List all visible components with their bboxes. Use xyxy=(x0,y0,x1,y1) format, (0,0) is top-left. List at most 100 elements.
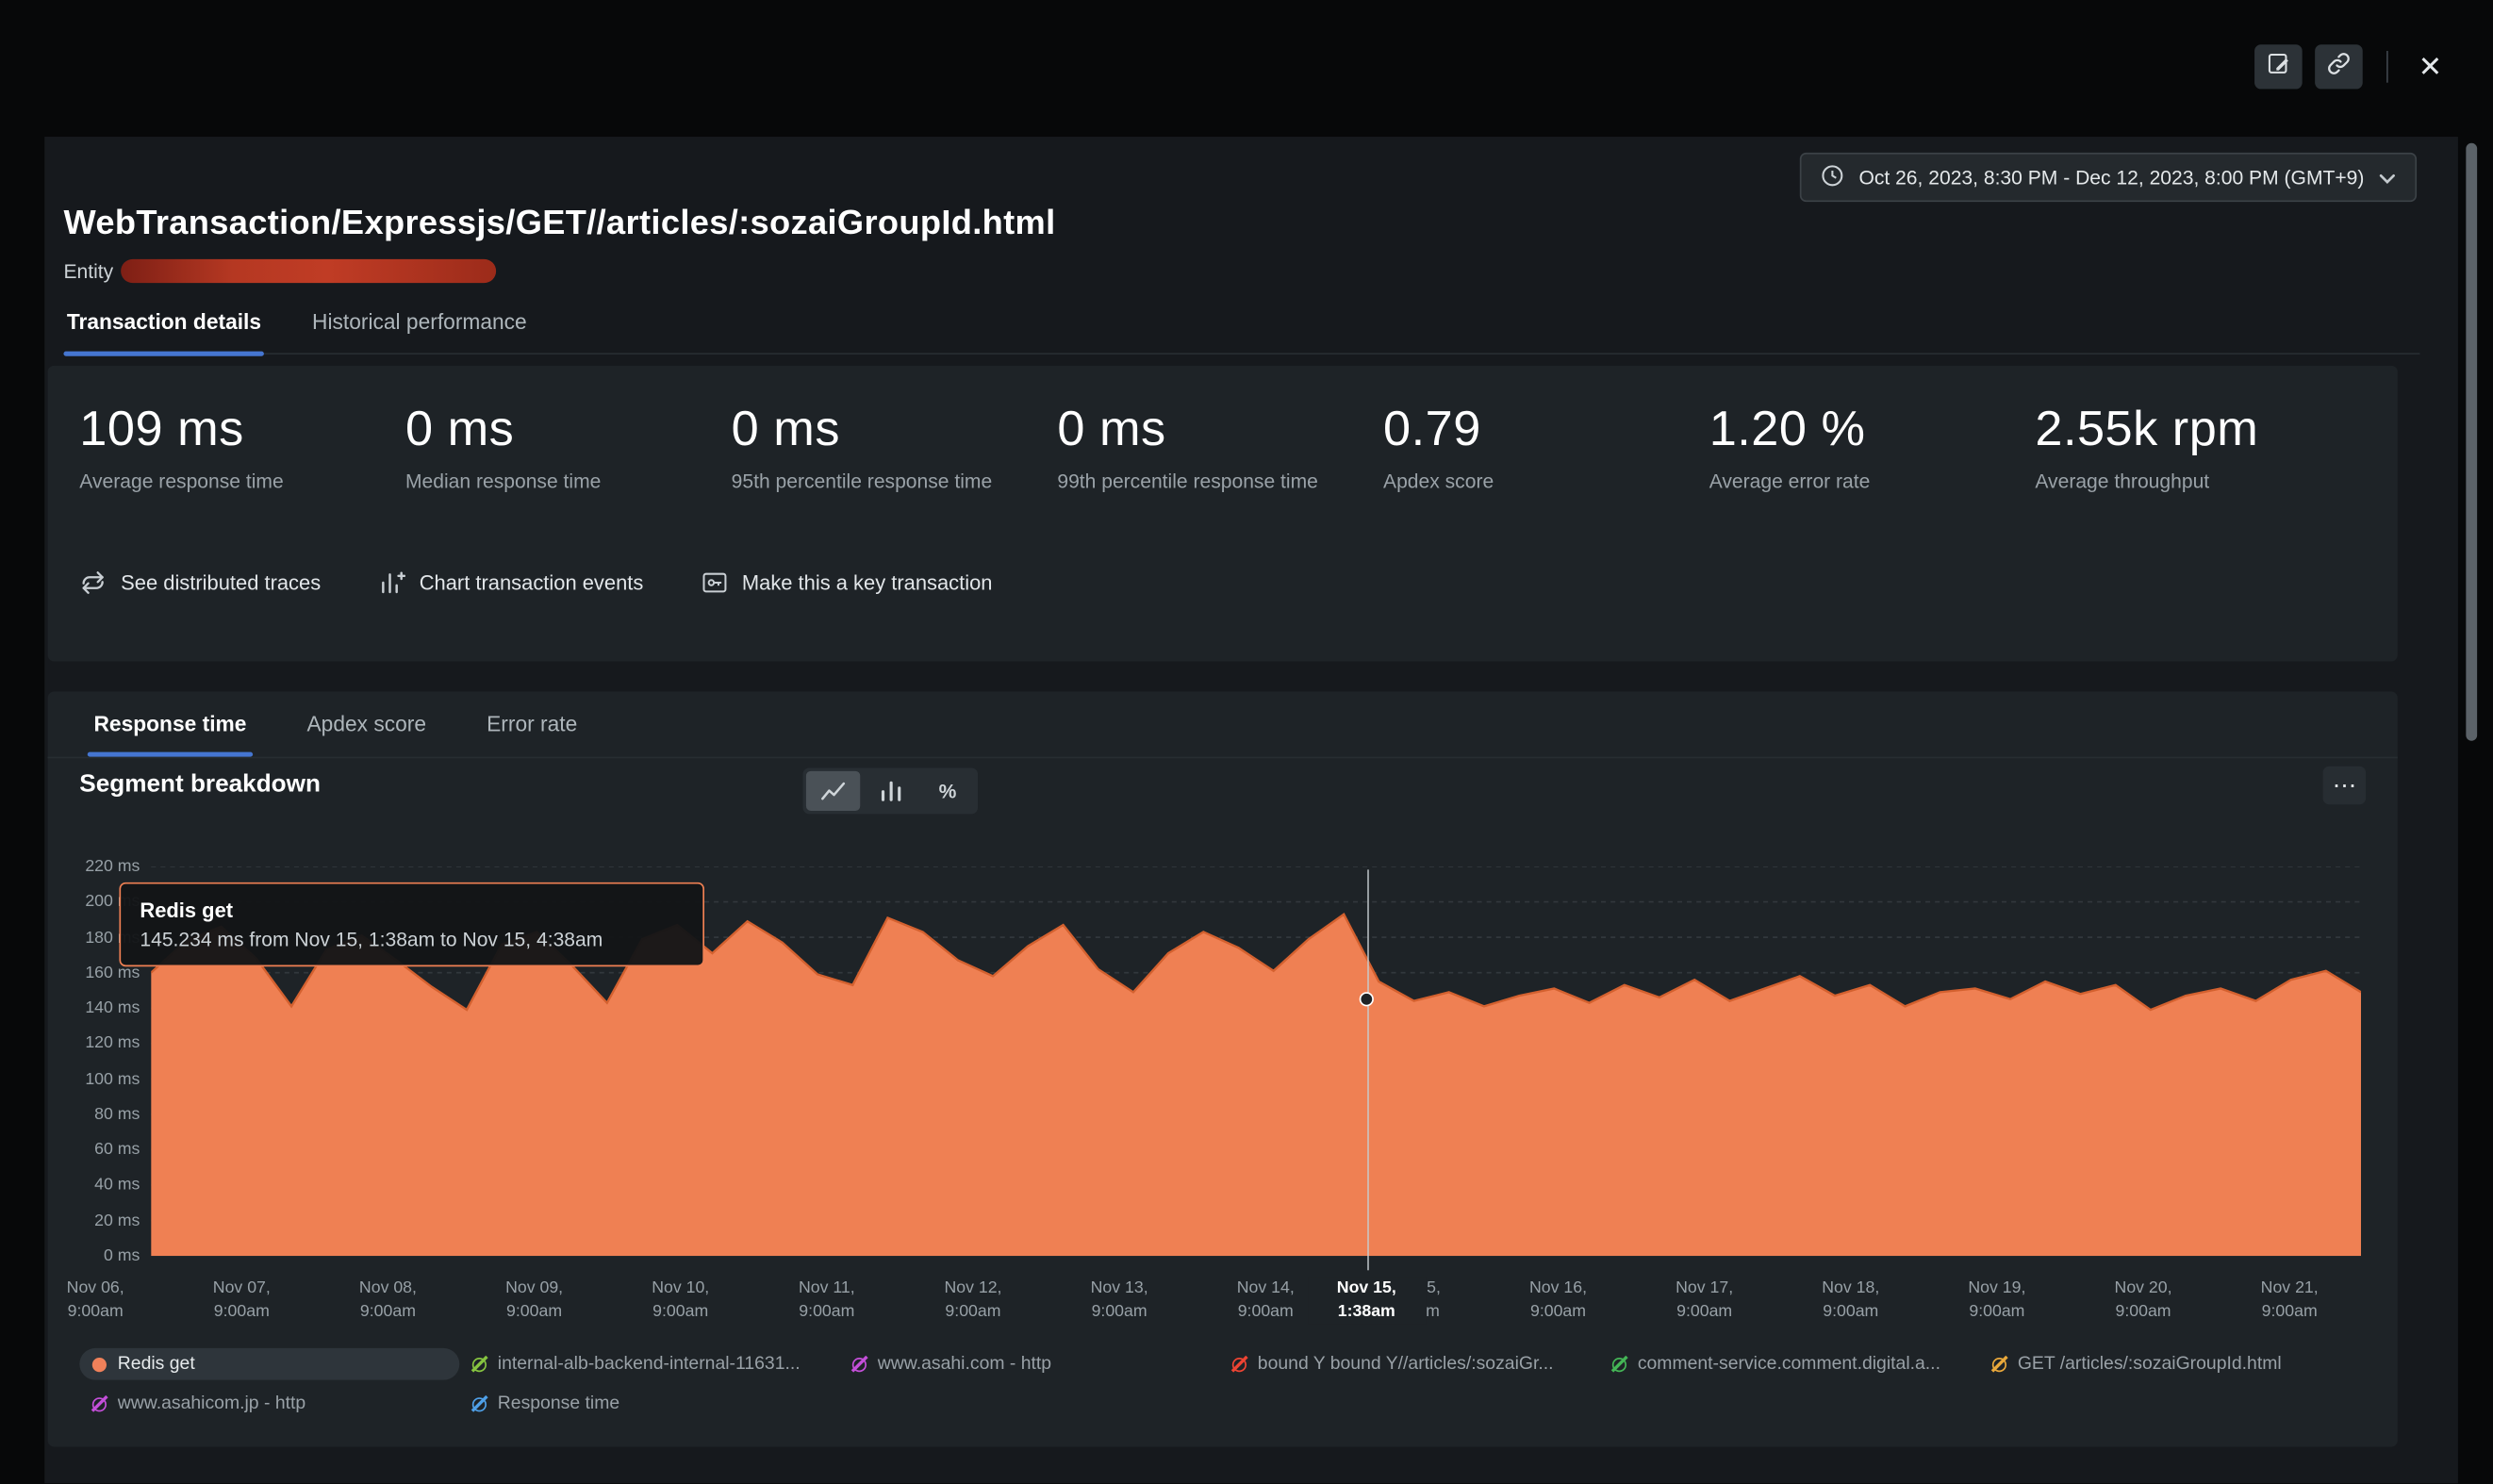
legend-label: internal-alb-backend-internal-11631... xyxy=(497,1354,801,1374)
chart-legend: Redis get internal-alb-backend-internal-1… xyxy=(79,1347,2366,1420)
metric-average-error-rate: 1.20 % Average error rate xyxy=(1709,401,2036,494)
x-axis-label: Nov 07, 9:00am xyxy=(212,1278,271,1322)
chart-tab-apdex-score[interactable]: Apdex score xyxy=(306,692,426,757)
annotate-button[interactable] xyxy=(2254,44,2303,90)
legend-item-internal-alb-backend-internal-11631[interactable]: internal-alb-backend-internal-11631... xyxy=(459,1348,839,1380)
metric-value: 0 ms xyxy=(1057,400,1166,456)
chart-events-icon xyxy=(378,569,405,597)
y-axis-label: 40 ms xyxy=(94,1175,140,1195)
action-chart-transaction-events[interactable]: Chart transaction events xyxy=(378,569,643,597)
action-label: Chart transaction events xyxy=(419,570,644,595)
metric-value: 0 ms xyxy=(731,400,840,456)
line-chart-toggle[interactable] xyxy=(805,770,861,811)
crosshair-label: Nov 15, 1:38am xyxy=(1307,1277,1426,1326)
metric-label: Apdex score xyxy=(1383,470,1494,493)
legend-item-bound-y-bound-y-articles-sozaigr[interactable]: bound Y bound Y//articles/:sozaiGr... xyxy=(1219,1348,1599,1380)
x-axis-label: Nov 08, 9:00am xyxy=(358,1278,417,1322)
x-axis-label: Nov 17, 9:00am xyxy=(1676,1278,1734,1322)
section-title: Segment breakdown xyxy=(79,770,321,799)
tab-historical-performance[interactable]: Historical performance xyxy=(309,305,530,354)
quick-actions: See distributed traces Chart transaction … xyxy=(79,569,992,597)
distributed-traces-icon xyxy=(79,569,107,597)
legend-item-www-asahicom-jp-http[interactable]: www.asahicom.jp - http xyxy=(79,1388,459,1420)
x-axis-label: Nov 12, 9:00am xyxy=(944,1278,1002,1322)
metric-label: 99th percentile response time xyxy=(1057,470,1318,493)
chart-type-toggle: % xyxy=(802,767,979,815)
series-disabled-icon xyxy=(1611,1357,1627,1372)
time-picker[interactable]: Oct 26, 2023, 8:30 PM - Dec 12, 2023, 8:… xyxy=(1800,152,2418,203)
bar-chart-toggle[interactable] xyxy=(864,771,917,811)
metric-label: Average throughput xyxy=(2035,470,2210,493)
entity-row: Entity xyxy=(63,258,497,284)
legend-item-comment-service-comment-digital-a[interactable]: comment-service.comment.digital.a... xyxy=(1599,1348,1979,1380)
y-axis-label: 120 ms xyxy=(85,1033,140,1053)
legend-label: bound Y bound Y//articles/:sozaiGr... xyxy=(1257,1354,1554,1374)
series-disabled-icon xyxy=(851,1357,867,1372)
legend-item-redis-get[interactable]: Redis get xyxy=(79,1347,460,1380)
chart-card: Response time Apdex score Error rate Segme… xyxy=(47,691,2398,1447)
close-button[interactable]: ✕ xyxy=(2412,53,2449,81)
metric-value: 0 ms xyxy=(404,400,515,456)
metrics-row: 109 ms Average response time 0 ms Median re… xyxy=(79,401,2366,494)
entity-redaction xyxy=(121,258,497,284)
action-see-distributed-traces[interactable]: See distributed traces xyxy=(79,569,321,597)
chart-tooltip: Redis get 145.234 ms from Nov 15, 1:38am… xyxy=(119,882,704,967)
series-disabled-icon xyxy=(1991,1357,2007,1372)
metric-label: Median response time xyxy=(404,470,602,493)
divider xyxy=(2386,50,2388,83)
y-axis-label: 160 ms xyxy=(85,963,140,982)
tooltip-title: Redis get xyxy=(140,898,234,923)
metric-95th-percentile-response-time: 0 ms 95th percentile response time xyxy=(732,401,1058,494)
chart-tab-error-rate[interactable]: Error rate xyxy=(487,692,577,757)
x-axis-label: Nov 16, 9:00am xyxy=(1528,1278,1588,1322)
entity-label: Entity xyxy=(63,259,114,283)
series-dot-icon xyxy=(91,1357,107,1372)
x-axis-label: Nov 20, 9:00am xyxy=(2114,1278,2172,1322)
x-axis-label: Nov 09, 9:00am xyxy=(505,1278,564,1322)
x-axis-label: Nov 11, 9:00am xyxy=(798,1278,855,1322)
legend-item-www-asahi-com-http[interactable]: www.asahi.com - http xyxy=(839,1348,1219,1380)
percent-toggle[interactable]: % xyxy=(920,771,974,811)
metric-label: Average response time xyxy=(79,470,284,493)
legend-item-get-articles-sozaigroupid-html[interactable]: GET /articles/:sozaiGroupId.html xyxy=(1979,1348,2359,1380)
metric-label: Average error rate xyxy=(1709,470,1871,493)
legend-item-response-time[interactable]: Response time xyxy=(459,1388,839,1420)
legend-label: GET /articles/:sozaiGroupId.html xyxy=(2017,1354,2282,1374)
legend-label: www.asahi.com - http xyxy=(877,1354,1052,1374)
metric-value: 109 ms xyxy=(79,400,244,456)
annotate-icon xyxy=(2266,50,2291,83)
drawer-panel: Oct 26, 2023, 8:30 PM - Dec 12, 2023, 8:… xyxy=(44,137,2458,1484)
x-axis-label: Nov 19, 9:00am xyxy=(1968,1278,2026,1322)
series-disabled-icon xyxy=(1231,1357,1247,1372)
x-axis-label: Nov 18, 9:00am xyxy=(1822,1278,1880,1322)
metric-value: 0.79 xyxy=(1383,400,1481,456)
legend-label: www.asahicom.jp - http xyxy=(117,1393,306,1414)
x-axis-label: Nov 13, 9:00am xyxy=(1090,1278,1148,1322)
scrollbar[interactable] xyxy=(2466,142,2478,741)
action-make-this-a-key-transaction[interactable]: Make this a key transaction xyxy=(701,569,992,597)
metrics-card: 109 ms Average response time 0 ms Median re… xyxy=(47,365,2398,662)
legend-label: Redis get xyxy=(117,1354,195,1374)
y-axis-label: 60 ms xyxy=(94,1140,140,1160)
tab-transaction-details[interactable]: Transaction details xyxy=(63,305,265,356)
more-menu-button[interactable]: ⋯ xyxy=(2322,766,2367,805)
crosshair-line xyxy=(1366,869,1369,1271)
series-disabled-icon xyxy=(471,1396,487,1411)
action-label: Make this a key transaction xyxy=(741,570,993,595)
series-disabled-icon xyxy=(471,1357,487,1372)
crosshair-marker xyxy=(1359,991,1374,1006)
metric-average-throughput: 2.55k rpm Average throughput xyxy=(2035,401,2361,494)
x-axis-label: Nov 14, 9:00am xyxy=(1236,1278,1295,1322)
series-disabled-icon xyxy=(91,1396,107,1411)
legend-label: comment-service.comment.digital.a... xyxy=(1637,1354,1940,1374)
link-icon xyxy=(2326,50,2352,83)
y-axis-label: 100 ms xyxy=(85,1069,140,1089)
x-axis-label: Nov 21, 9:00am xyxy=(2260,1278,2319,1322)
tooltip-detail: 145.234 ms from Nov 15, 1:38am to Nov 15… xyxy=(140,928,603,951)
copy-link-button[interactable] xyxy=(2314,44,2363,90)
metric-average-response-time: 109 ms Average response time xyxy=(79,401,405,494)
y-axis-label: 80 ms xyxy=(94,1104,140,1125)
chart-tab-response-time[interactable]: Response time xyxy=(87,692,254,757)
metric-value: 2.55k rpm xyxy=(2035,400,2259,456)
